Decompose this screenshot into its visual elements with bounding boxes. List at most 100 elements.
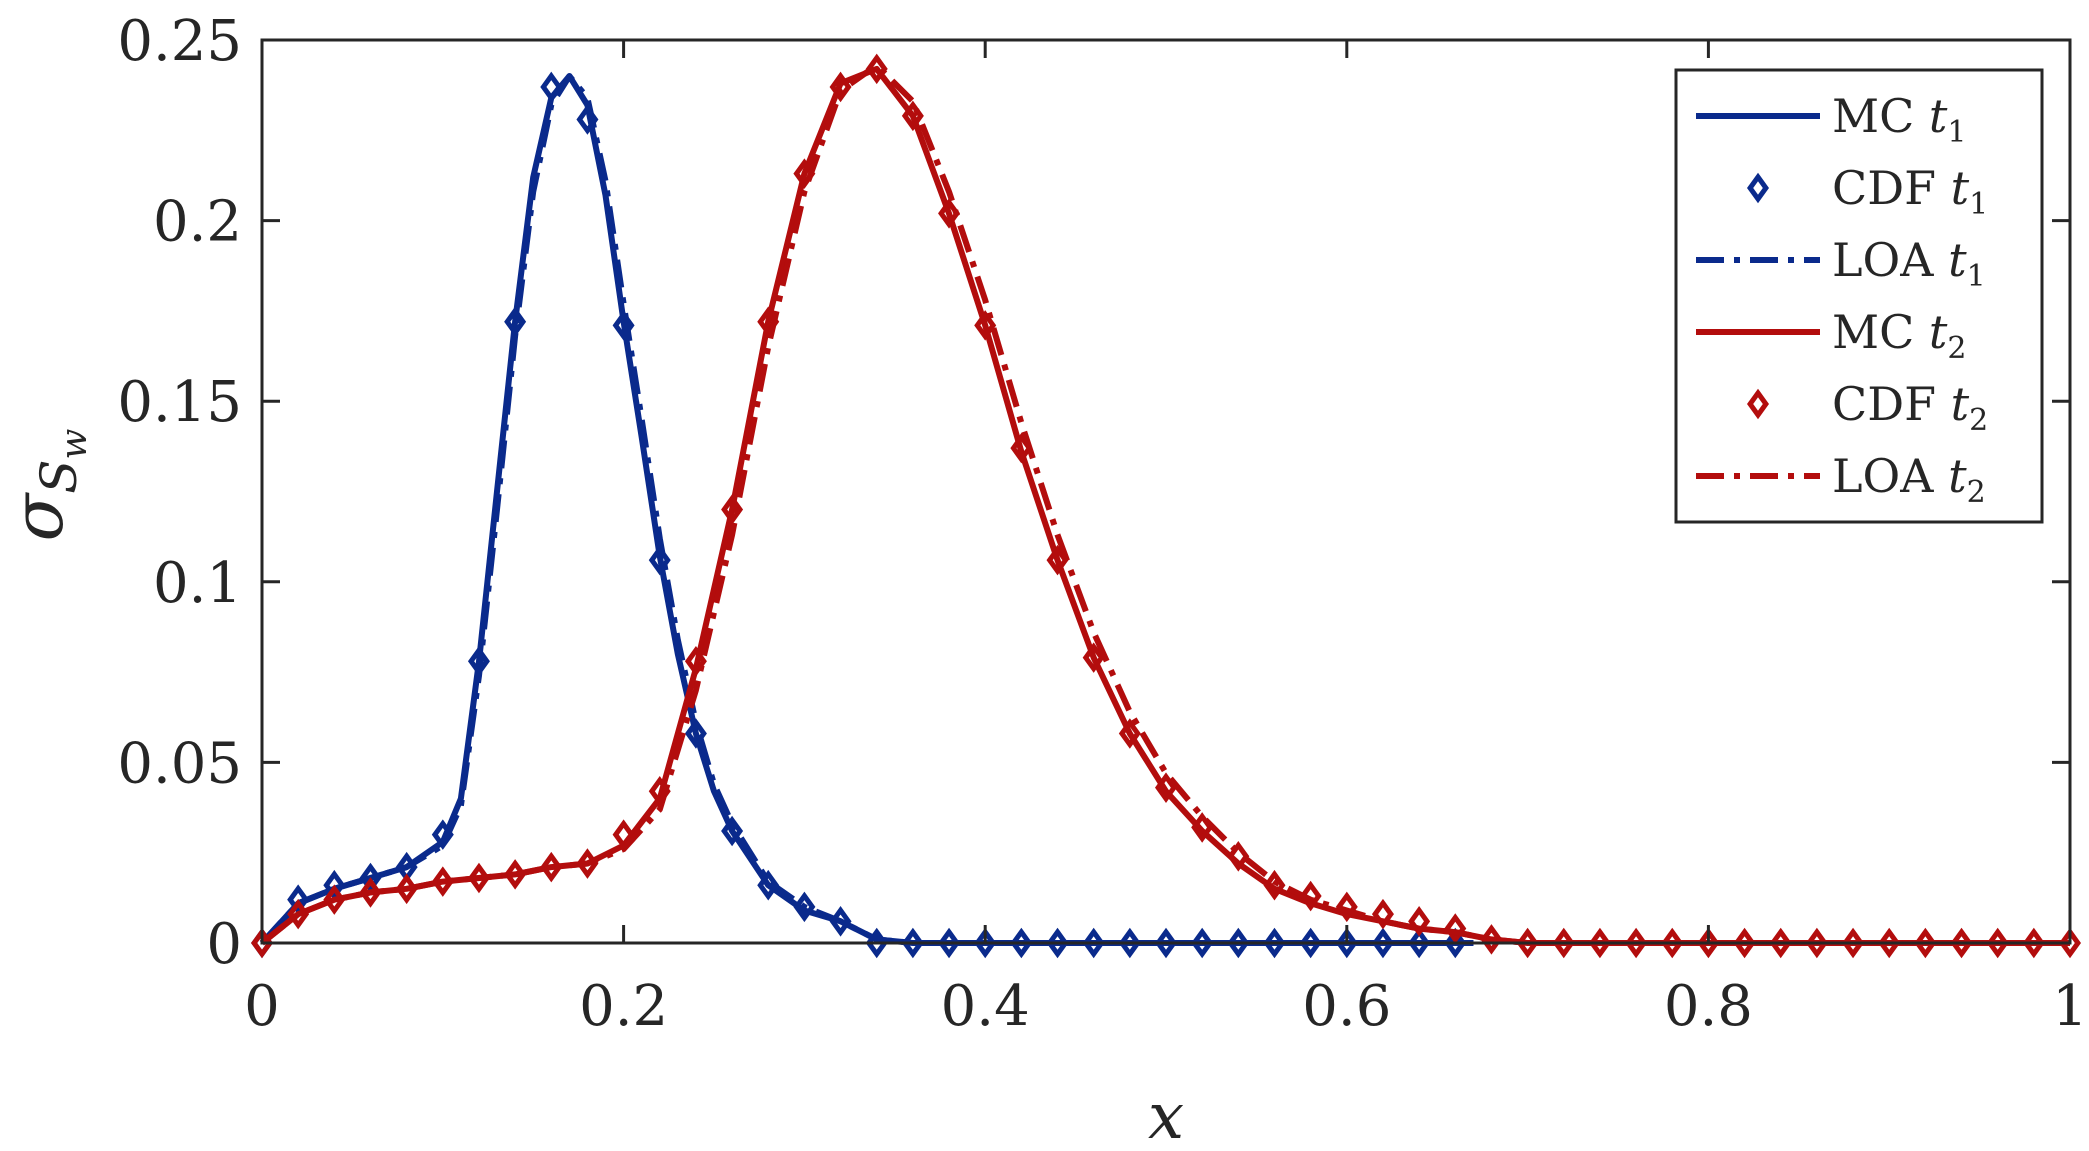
data-point: [1878, 927, 1901, 959]
y-tick-label: 0.2: [153, 190, 242, 255]
data-point: [359, 877, 382, 908]
legend-box: [1674, 68, 2044, 524]
legend-label-var: t: [1929, 89, 1948, 143]
legend-label: CDF t2: [1832, 377, 1988, 438]
legend-label-sub: 1: [1947, 115, 1966, 150]
data-point: [1588, 927, 1611, 959]
data-point: [1227, 927, 1250, 959]
data-point: [1408, 927, 1431, 959]
x-tick-label: 1: [2052, 974, 2088, 1039]
legend-label-sub: 1: [1969, 187, 1988, 222]
series-line: [260, 62, 2070, 946]
legend-label: MC t1: [1832, 89, 1967, 150]
y-tick-label: 0.25: [117, 9, 242, 74]
series-cdf-t1: [250, 71, 1467, 959]
data-point: [1299, 880, 1322, 912]
data-point: [1371, 927, 1394, 959]
y-tick-label: 0.1: [153, 551, 242, 616]
data-point: [1769, 927, 1792, 959]
data-point: [757, 869, 780, 901]
y-tick-label: 0.15: [117, 370, 242, 435]
data-point: [1010, 927, 1033, 959]
legend-marker: [1746, 172, 1770, 204]
data-point: [974, 927, 997, 959]
legend-marker: [1746, 388, 1770, 420]
legend-label-main: MC: [1832, 305, 1929, 359]
series-line: [259, 73, 1474, 946]
data-point: [1118, 718, 1141, 749]
legend-label-main: LOA: [1832, 449, 1948, 503]
legend-label: LOA t2: [1832, 449, 1986, 510]
data-point: [323, 869, 346, 901]
legend-label-var: t: [1948, 233, 1967, 287]
series-mc-t1: [259, 73, 1474, 946]
data-point: [1805, 927, 1828, 959]
data-point: [793, 891, 816, 923]
legend-item: CDF t2: [1746, 377, 1988, 438]
legend-label-main: LOA: [1832, 233, 1948, 287]
legend-item: MC t1: [1696, 89, 1967, 150]
data-point: [1227, 841, 1250, 872]
x-tick-label: 0.4: [941, 974, 1030, 1039]
x-tick-label: 0.8: [1664, 974, 1753, 1039]
data-point: [684, 718, 707, 749]
plot-frame: [260, 38, 2072, 945]
data-point: [1299, 927, 1322, 959]
y-axis-label-subsub: w: [54, 428, 95, 459]
legend-label: MC t2: [1832, 305, 1967, 366]
data-point: [1118, 927, 1141, 959]
legend-label: CDF t1: [1832, 161, 1988, 222]
data-point: [1625, 927, 1648, 959]
legend-label-sub: 1: [1967, 259, 1986, 294]
data-point: [467, 862, 490, 894]
ticks-layer: 0 0.2 0.4 0.6 0.8 1 0 0.05 0.1 0.15 0.2 0.25: [117, 9, 2088, 1039]
legend-label-var: t: [1948, 449, 1967, 503]
data-point: [323, 884, 346, 915]
data-point: [1191, 927, 1214, 959]
data-point: [1914, 927, 1937, 959]
y-tick-label: 0.05: [117, 731, 242, 796]
data-point: [1552, 927, 1575, 959]
y-tick-label: 0: [206, 912, 242, 977]
data-point: [1842, 927, 1865, 959]
data-point: [540, 71, 563, 103]
data-point: [2022, 927, 2045, 959]
data-point: [287, 884, 310, 915]
data-point: [1371, 898, 1394, 930]
data-point: [1082, 642, 1105, 673]
series-layer: [250, 53, 2082, 959]
legend-label-main: CDF: [1832, 377, 1951, 431]
x-tick-label: 0.6: [1302, 974, 1391, 1039]
legend-item: CDF t1: [1746, 161, 1988, 222]
x-axis-label: x: [1148, 1080, 1184, 1151]
data-point: [431, 866, 454, 897]
legend-item: LOA t1: [1696, 233, 1986, 294]
data-point: [829, 71, 852, 103]
y-axis-label: σSw: [0, 428, 95, 541]
data-point: [974, 310, 997, 341]
legend-item: LOA t2: [1696, 449, 1986, 510]
data-point: [865, 53, 888, 85]
data-point: [1082, 927, 1105, 959]
x-tick-label: 0: [244, 974, 280, 1039]
data-point: [1335, 891, 1358, 923]
data-point: [540, 851, 563, 883]
data-point: [1661, 927, 1684, 959]
legend-label-sub: 2: [1947, 331, 1966, 366]
data-point: [721, 494, 744, 525]
data-point: [648, 544, 671, 576]
data-point: [504, 306, 527, 338]
legend-label-main: CDF: [1832, 161, 1951, 215]
data-point: [1263, 927, 1286, 959]
data-point: [2058, 927, 2082, 959]
data-point: [1046, 927, 1069, 959]
data-point: [1950, 927, 1973, 959]
data-point: [1516, 927, 1539, 959]
data-point: [1154, 927, 1178, 959]
data-point: [1697, 927, 1720, 959]
legend-label-var: t: [1929, 305, 1948, 359]
legend-label-main: MC: [1832, 89, 1929, 143]
x-tick-label: 0.2: [579, 974, 668, 1039]
